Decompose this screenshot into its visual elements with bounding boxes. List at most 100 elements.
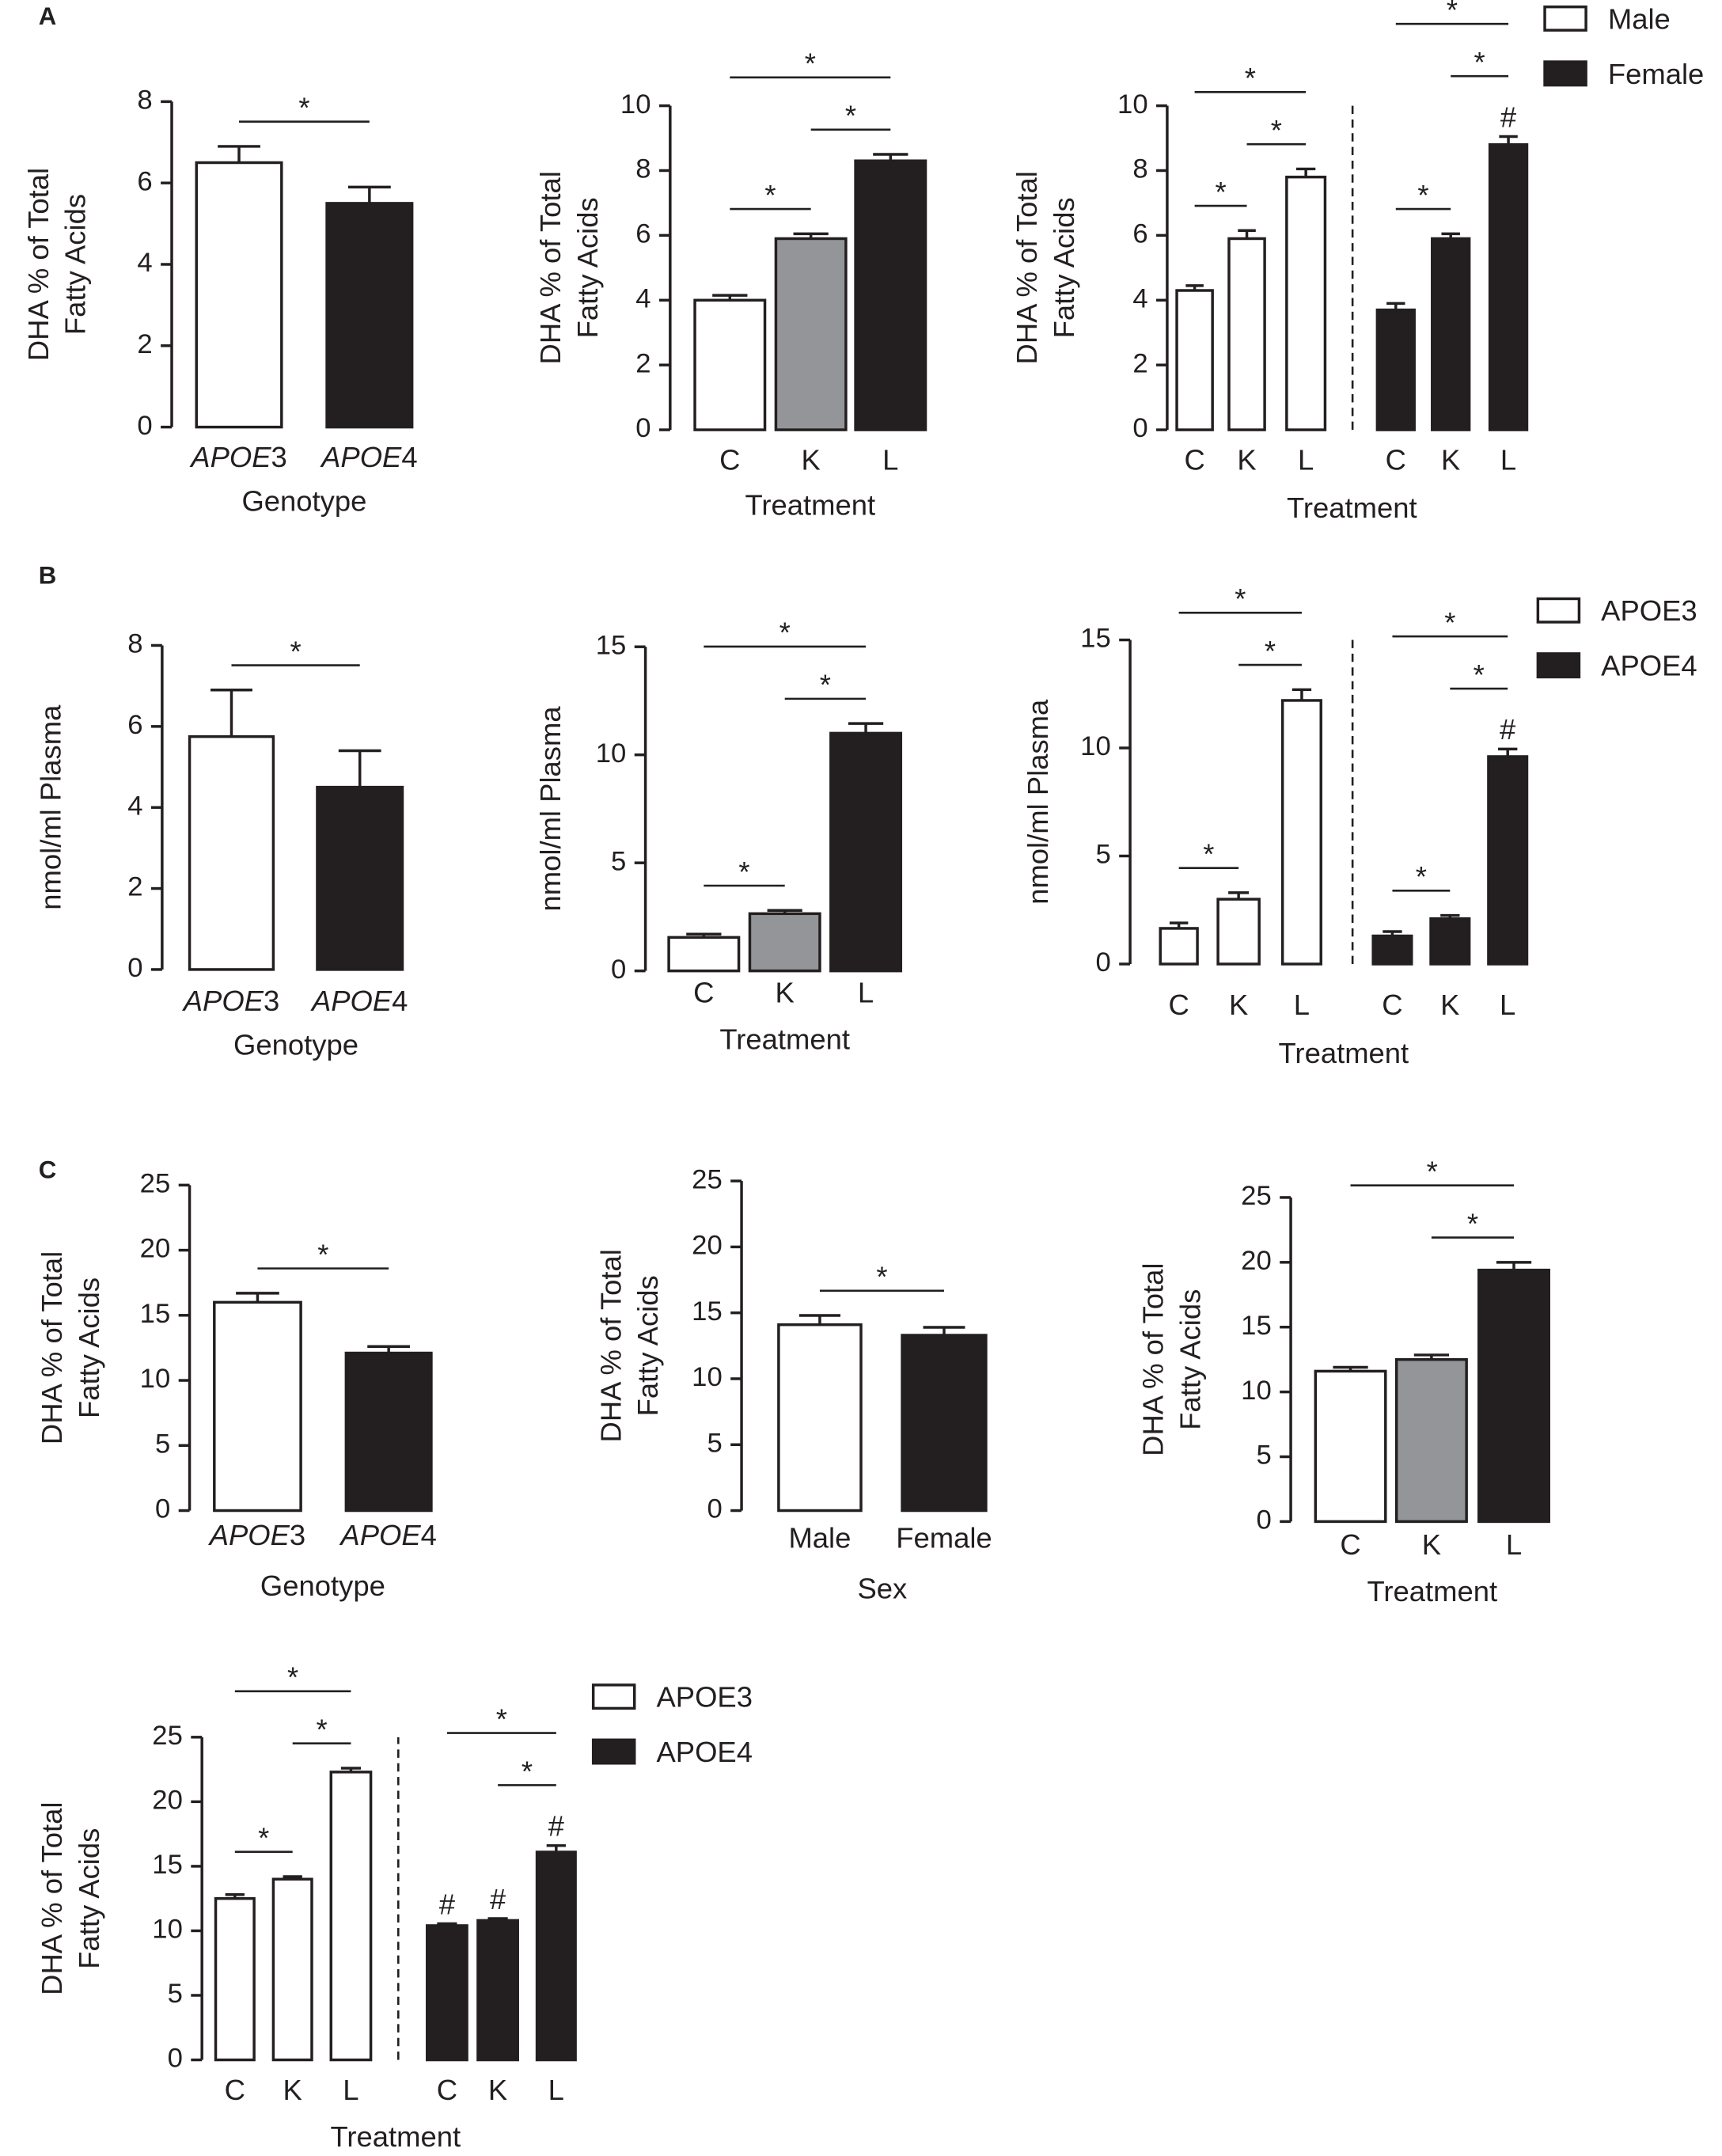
bar bbox=[829, 731, 903, 973]
error-bar bbox=[1185, 284, 1204, 290]
y-axis-label: DHA % of Total bbox=[1011, 171, 1043, 364]
significance-label: * bbox=[1447, 0, 1458, 26]
significance-label: * bbox=[298, 91, 309, 123]
legend-label: Male bbox=[1608, 2, 1671, 35]
error-bar bbox=[437, 1922, 457, 1926]
significance-label: * bbox=[876, 1261, 887, 1293]
category-plain: 3 bbox=[290, 1519, 305, 1551]
y-tick-label: 15 bbox=[1241, 1311, 1272, 1341]
error-bar bbox=[873, 153, 908, 161]
y-axis-label: DHA % of Total bbox=[36, 1251, 68, 1444]
category-italic: APOE bbox=[320, 441, 402, 473]
x-tick-label: APOE4 bbox=[339, 1519, 436, 1551]
significance-label: * bbox=[522, 1755, 533, 1787]
y-tick-label: 15 bbox=[140, 1299, 171, 1329]
y-tick-label: 8 bbox=[137, 85, 152, 116]
error-bar bbox=[798, 1314, 840, 1325]
category-plain: 4 bbox=[392, 985, 408, 1017]
bar bbox=[1431, 237, 1471, 431]
x-tick-label: L bbox=[1500, 989, 1515, 1021]
y-tick-label: 5 bbox=[707, 1428, 722, 1458]
y-tick-label: 0 bbox=[155, 1494, 170, 1524]
significance-label: * bbox=[1467, 1207, 1478, 1239]
y-tick-label: 15 bbox=[152, 1850, 183, 1880]
legend-label: APOE3 bbox=[1601, 594, 1697, 627]
error-bar bbox=[1296, 167, 1316, 177]
x-tick-label: C bbox=[693, 977, 714, 1009]
x-tick-label: L bbox=[343, 2074, 358, 2106]
bar bbox=[213, 1300, 302, 1513]
marker-label: # bbox=[490, 1883, 506, 1915]
panel-letter: A bbox=[39, 2, 57, 30]
y-axis-label: nmol/ml Plasma bbox=[534, 706, 567, 912]
chart-panel: 0 5 10 15 20 25 DHA % of Total Fatty Acids SexMa… bbox=[594, 1164, 992, 1604]
bar bbox=[271, 1877, 313, 2062]
bar bbox=[1487, 755, 1529, 966]
error-bar bbox=[225, 1893, 245, 1899]
x-tick-label: C bbox=[437, 2074, 457, 2106]
x-tick-label: C bbox=[225, 2074, 245, 2106]
significance-label: * bbox=[290, 635, 302, 667]
y-tick-label: 4 bbox=[127, 791, 142, 821]
y-tick-label: 10 bbox=[140, 1364, 171, 1394]
bar bbox=[1375, 308, 1416, 431]
x-tick-label: C bbox=[1382, 989, 1402, 1021]
y-tick-label: 0 bbox=[635, 413, 650, 443]
legend-label: APOE4 bbox=[1601, 650, 1697, 682]
significance-label: * bbox=[496, 1702, 507, 1735]
y-tick-label: 0 bbox=[1256, 1505, 1271, 1535]
bar bbox=[1477, 1268, 1550, 1524]
significance-label: * bbox=[1474, 659, 1485, 691]
error-bar bbox=[686, 932, 722, 938]
y-tick-label: 5 bbox=[1256, 1440, 1271, 1471]
y-tick-label: 15 bbox=[596, 630, 627, 660]
significance-label: * bbox=[317, 1238, 328, 1270]
error-bar bbox=[487, 1917, 508, 1921]
x-tick-label: APOE3 bbox=[208, 1519, 305, 1551]
significance-label: * bbox=[845, 100, 856, 132]
panel-letter: B bbox=[39, 561, 57, 589]
bar bbox=[774, 237, 848, 431]
x-axis-label: Sex bbox=[858, 1573, 908, 1605]
y-tick-label: 4 bbox=[1132, 283, 1147, 313]
y-tick-label: 6 bbox=[1132, 219, 1147, 249]
y-tick-label: 2 bbox=[137, 329, 152, 359]
chart-panel: 0 5 10 15 20 25 DHA % of Total Fatty Acids Treat… bbox=[1137, 1155, 1550, 1608]
error-bar bbox=[767, 909, 802, 914]
y-tick-label: 0 bbox=[127, 953, 142, 983]
error-bar bbox=[347, 185, 391, 203]
significance-label: * bbox=[1265, 635, 1276, 667]
x-tick-label: K bbox=[1229, 989, 1248, 1021]
y-tick-label: 20 bbox=[692, 1231, 723, 1261]
y-tick-label: 6 bbox=[127, 710, 142, 740]
error-bar bbox=[1228, 891, 1250, 900]
x-axis-label: Treatment bbox=[1367, 1575, 1497, 1608]
legend-swatch bbox=[591, 1738, 636, 1765]
y-tick-label: 25 bbox=[692, 1164, 723, 1194]
y-axis-label: Fatty Acids bbox=[1048, 197, 1080, 338]
chart-panel: 0 5 10 15 20 25 DHA % of Total Fatty Acids Treat… bbox=[36, 1661, 753, 2153]
y-tick-label: 10 bbox=[692, 1362, 723, 1392]
y-tick-label: 15 bbox=[1080, 624, 1111, 654]
error-bar bbox=[218, 145, 260, 163]
panel-letter: C bbox=[39, 1156, 57, 1184]
x-tick-label: K bbox=[283, 2074, 302, 2106]
bar bbox=[425, 1924, 468, 2062]
y-axis-label: nmol/ml Plasma bbox=[1022, 699, 1054, 905]
y-tick-label: 5 bbox=[1095, 840, 1110, 870]
error-bar bbox=[1499, 135, 1518, 145]
y-tick-label: 5 bbox=[611, 846, 626, 876]
bar bbox=[748, 912, 821, 973]
y-tick-label: 10 bbox=[1117, 89, 1148, 120]
legend-label: Female bbox=[1608, 58, 1704, 90]
chart-panel: 0 2 4 6 8 10 DHA % of Total Fatty Acids Treatmen… bbox=[534, 47, 927, 522]
y-tick-label: 4 bbox=[635, 283, 650, 313]
bar bbox=[777, 1323, 863, 1513]
y-axis-label: DHA % of Total bbox=[534, 171, 567, 364]
significance-label: * bbox=[1417, 179, 1428, 211]
y-axis-label: Fatty Acids bbox=[571, 197, 604, 338]
y-tick-label: 15 bbox=[692, 1296, 723, 1327]
y-tick-label: 20 bbox=[152, 1786, 183, 1816]
y-tick-label: 10 bbox=[152, 1915, 183, 1945]
